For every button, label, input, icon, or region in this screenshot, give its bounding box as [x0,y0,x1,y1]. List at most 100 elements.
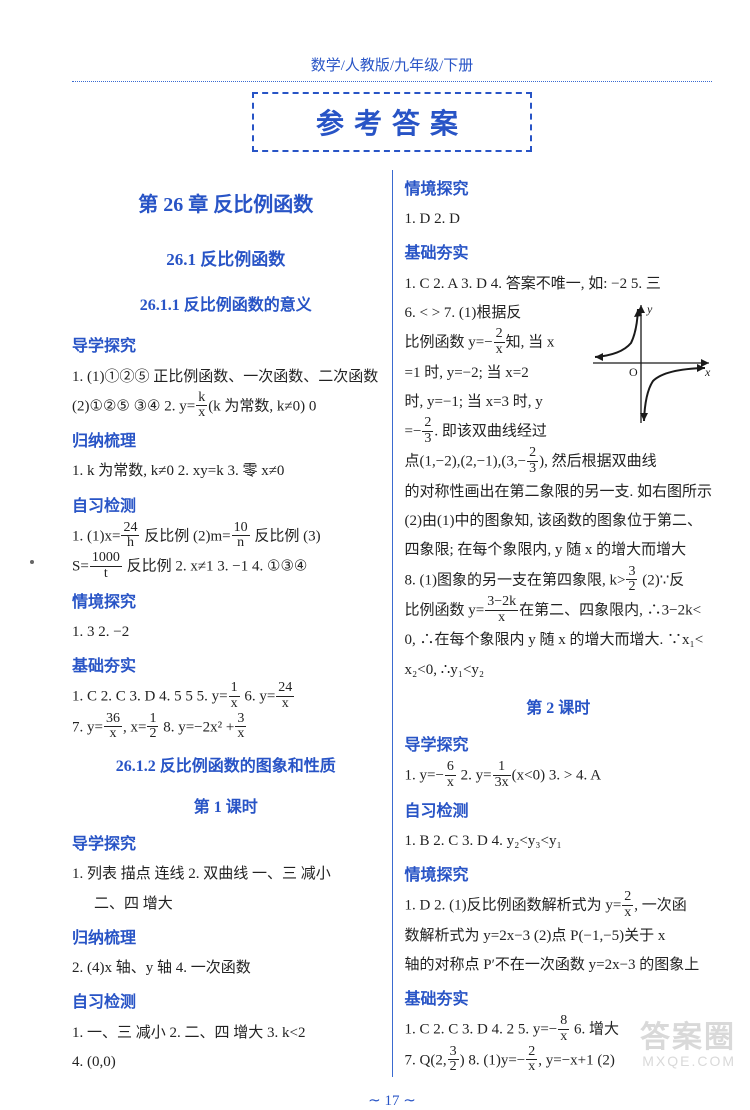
svg-text:x: x [704,365,711,379]
heading-daoxue: 导学探究 [72,331,380,362]
section-title-26-1: 26.1 反比例函数 [72,243,380,276]
heading-jichu: 基础夯实 [405,238,713,269]
heading-qingjing: 情境探究 [405,174,713,205]
text-part: 比例函数 y= [405,603,485,619]
answer-line: x₂<0, ∴y₁<y₂ [405,656,713,685]
answer-line: 4. (0,0) [72,1048,380,1077]
watermark: 答案圈 MXQE.COM [640,1021,736,1069]
answer-line: 数解析式为 y=2x−3 (2)点 P(−1,−5)关于 x [405,922,713,951]
fraction: 3x [235,712,246,742]
hyperbola-graph: x y O [587,301,712,426]
subsection-title-26-1-1: 26.1.1 反比例函数的意义 [72,290,380,321]
watermark-url: MXQE.COM [640,1054,736,1069]
answer-line: 1. (1)①②⑤ 正比例函数、一次函数、二次函数 [72,363,380,392]
text-part: 6. y= [241,689,276,705]
fraction: 24h [121,521,139,551]
chapter-title: 第 26 章 反比例函数 [72,186,380,225]
text-part: 反比例 (3) [251,528,321,544]
fraction: 2x [622,890,633,920]
text-part: . 即该双曲线经过 [434,424,547,440]
answer-line: (2)①②⑤ ③④ 2. y=kx(k 为常数, k≠0) 0 [72,392,380,422]
text-part: 1. (1)x= [72,528,120,544]
left-column: 第 26 章 反比例函数 26.1 反比例函数 26.1.1 反比例函数的意义 … [72,170,392,1077]
title-answer-key: 参考答案 [252,92,532,152]
answer-line: 1. C 2. A 3. D 4. 答案不唯一, 如: −2 5. 三 [405,270,713,299]
fraction: 23 [527,446,538,476]
answer-line: 1. y=−6x 2. y=13x(x<0) 3. > 4. A [405,761,713,791]
heading-qingjing: 情境探究 [405,860,713,891]
text-part: , y=−x+1 (2) [538,1052,615,1068]
lesson-1-title: 第 1 课时 [72,792,380,823]
text-part: 6. 增大 [570,1022,619,1038]
text-part: 8. y=−2x² + [159,719,234,735]
fraction: 24x [276,681,294,711]
fraction: 2x [494,327,505,357]
page-number: ∼ 17 ∼ [72,1091,712,1110]
answer-line: 二、四 增大 [72,890,380,919]
text-part: 1. C 2. C 3. D 4. 5 5 5. y= [72,689,228,705]
text-part: (x<0) 3. > 4. A [512,768,601,784]
answer-line: 1. (1)x=24h 反比例 (2)m=10n 反比例 (3) [72,522,380,552]
fraction: 23 [422,416,433,446]
heading-qingjing: 情境探究 [72,587,380,618]
heading-zixi: 自习检测 [405,796,713,827]
answer-line: 1. 列表 描点 连线 2. 双曲线 一、三 减小 [72,860,380,889]
decorative-dot [30,560,34,564]
heading-zixi: 自习检测 [72,987,380,1018]
fraction: 8x [558,1014,569,1044]
text-part: (2)∵反 [638,572,684,588]
answer-line: (2)由(1)中的图象知, 该函数的图象位于第二、 [405,507,713,536]
fraction: 12 [147,712,158,742]
fraction: 1000t [90,551,122,581]
fraction: 13x [493,760,511,790]
answer-line: 轴的对称点 P′不在一次函数 y=2x−3 的图象上 [405,951,713,980]
right-column: 情境探究 1. D 2. D 基础夯实 1. C 2. A 3. D 4. 答案… [393,170,713,1077]
text-part: , x= [123,719,146,735]
answer-line: 1. 一、三 减小 2. 二、四 增大 3. k<2 [72,1019,380,1048]
fraction: 32 [448,1045,459,1075]
page-header: 数学/人教版/九年级/下册 [72,54,712,75]
text-part: 7. y= [72,719,103,735]
fraction: 3−2kx [485,595,518,625]
answer-line: 0, ∴在每个象限内 y 随 x 的增大而增大. ∵x₁< [405,626,713,655]
svg-text:O: O [629,365,638,379]
answer-line: 1. k 为常数, k≠0 2. xy=k 3. 零 x≠0 [72,457,380,486]
text-part: (2)①②⑤ ③④ 2. y= [72,398,195,414]
text-part: ) 8. (1)y=− [460,1052,526,1068]
heading-guina: 归纳梳理 [72,923,380,954]
heading-daoxue: 导学探究 [405,730,713,761]
fraction: kx [196,391,207,421]
answer-line: 点(1,−2),(2,−1),(3,−23), 然后根据双曲线 [405,447,713,477]
fraction: 36x [104,712,122,742]
answer-line: 1. 3 2. −2 [72,618,380,647]
fraction: 1x [229,681,240,711]
text-part: 反比例 (2)m= [140,528,230,544]
heading-zixi: 自习检测 [72,491,380,522]
text-part: 7. Q(2, [405,1052,447,1068]
text-part: 1. D 2. (1)反比例函数解析式为 y= [405,898,622,914]
text-part: 2. y= [457,768,492,784]
header-rule [72,81,712,82]
answer-line: 的对称性画出在第二象限的另一支. 如右图所示 [405,478,713,507]
text-part: 1. C 2. C 3. D 4. 2 5. y=− [405,1022,558,1038]
answer-line: 1. D 2. (1)反比例函数解析式为 y=2x, 一次函 [405,891,713,921]
watermark-title: 答案圈 [640,1021,736,1054]
text-part: S= [72,559,89,575]
text-part: 比例函数 y=− [405,335,493,351]
text-part: 8. (1)图象的另一支在第四象限, k> [405,572,626,588]
answer-line: 2. (4)x 轴、y 轴 4. 一次函数 [72,954,380,983]
fraction: 2x [526,1045,537,1075]
answer-line: 四象限; 在每个象限内, y 随 x 的增大而增大 [405,536,713,565]
text-part: 点(1,−2),(2,−1),(3,− [405,454,527,470]
answer-line: 1. B 2. C 3. D 4. y₂<y₃<y₁ [405,827,713,856]
answer-line: 1. C 2. C 3. D 4. 5 5 5. y=1x 6. y=24x [72,682,380,712]
text-part: 1. y=− [405,768,444,784]
two-column-layout: 第 26 章 反比例函数 26.1 反比例函数 26.1.1 反比例函数的意义 … [72,170,712,1077]
text-part: (k 为常数, k≠0) 0 [208,398,316,414]
subsection-title-26-1-2: 26.1.2 反比例函数的图象和性质 [72,751,380,782]
fraction: 32 [626,565,637,595]
text-part: 在第二、四象限内, ∴3−2k< [519,603,701,619]
fraction: 10n [232,521,250,551]
svg-text:y: y [646,302,653,316]
lesson-2-title: 第 2 课时 [405,693,713,724]
